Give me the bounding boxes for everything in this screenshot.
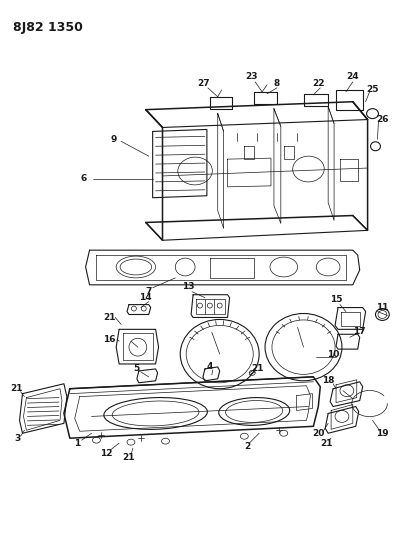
Text: 2: 2 [244, 442, 251, 450]
Text: 21: 21 [123, 454, 135, 463]
Text: 24: 24 [347, 72, 359, 82]
Text: 8: 8 [274, 79, 280, 88]
Text: 22: 22 [312, 79, 325, 88]
Text: 8J82 1350: 8J82 1350 [13, 21, 83, 34]
Text: 12: 12 [100, 449, 113, 457]
Text: 13: 13 [182, 282, 195, 292]
Text: 6: 6 [81, 174, 87, 183]
Text: 1: 1 [73, 439, 80, 448]
Text: 5: 5 [133, 365, 139, 374]
Text: 7: 7 [146, 287, 152, 296]
Text: 25: 25 [366, 85, 379, 94]
Text: 16: 16 [103, 335, 116, 344]
Text: 21: 21 [251, 365, 264, 374]
Text: 23: 23 [245, 72, 258, 82]
Text: 21: 21 [10, 384, 23, 393]
Text: 9: 9 [110, 135, 116, 144]
Text: 20: 20 [312, 429, 324, 438]
Text: 3: 3 [14, 434, 21, 443]
Text: 21: 21 [103, 313, 116, 322]
Text: 21: 21 [320, 439, 332, 448]
Text: 15: 15 [330, 295, 342, 304]
Text: 19: 19 [376, 429, 389, 438]
Text: 10: 10 [327, 350, 339, 359]
Text: 14: 14 [139, 293, 152, 302]
Text: 18: 18 [322, 376, 334, 385]
Text: 11: 11 [376, 303, 389, 312]
Text: 27: 27 [198, 79, 210, 88]
Text: 17: 17 [353, 327, 366, 336]
Text: 26: 26 [376, 115, 389, 124]
Text: 4: 4 [207, 362, 213, 372]
